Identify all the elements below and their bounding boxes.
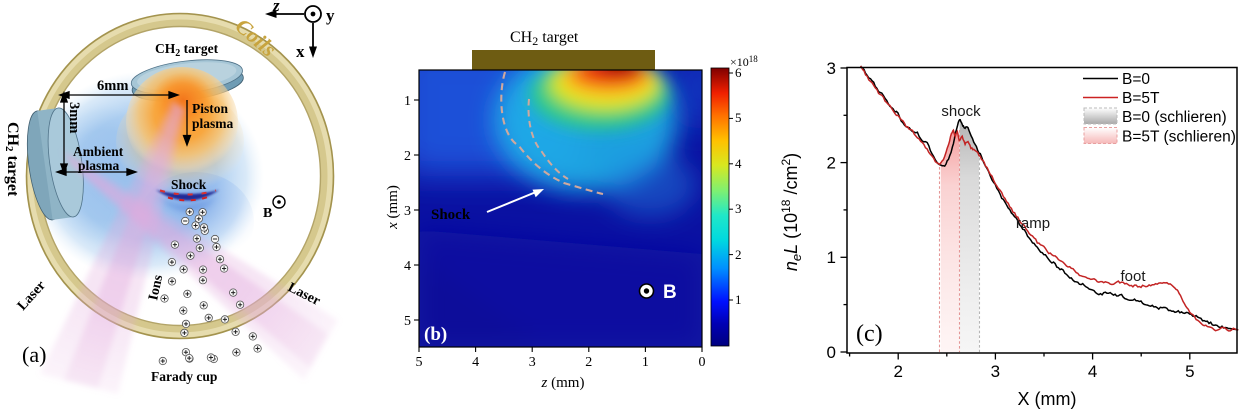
svg-text:foot: foot — [1120, 268, 1146, 285]
svg-text:0: 0 — [827, 343, 836, 362]
svg-text:Piston: Piston — [192, 101, 228, 116]
svg-text:B=5T: B=5T — [1122, 90, 1160, 107]
svg-text:X (mm): X (mm) — [1018, 389, 1077, 409]
svg-text:CH2 target: CH2 target — [155, 41, 219, 59]
svg-text:5: 5 — [735, 110, 742, 125]
svg-text:Ions: Ions — [146, 273, 166, 302]
svg-text:CH2 target: CH2 target — [3, 122, 21, 197]
svg-text:3: 3 — [735, 201, 742, 216]
svg-text:(b): (b) — [424, 324, 447, 345]
svg-text:y: y — [326, 6, 335, 25]
svg-text:z (mm): z (mm) — [541, 375, 585, 391]
svg-text:1: 1 — [404, 94, 411, 109]
svg-text:5: 5 — [1185, 362, 1194, 381]
svg-text:x: x — [296, 42, 305, 61]
svg-text:4: 4 — [472, 355, 479, 370]
svg-text:plasma: plasma — [78, 158, 120, 173]
svg-text:2: 2 — [893, 362, 902, 381]
svg-text:B: B — [263, 206, 272, 221]
svg-text:neL (1018 /cm2): neL (1018 /cm2) — [779, 153, 804, 271]
svg-text:Farady cup: Farady cup — [151, 369, 217, 384]
svg-text:4: 4 — [735, 156, 742, 171]
svg-text:3mm: 3mm — [66, 102, 82, 133]
svg-text:B=0 (schlieren): B=0 (schlieren) — [1122, 109, 1227, 126]
svg-text:(c): (c) — [856, 321, 883, 347]
svg-text:ramp: ramp — [1016, 215, 1050, 232]
svg-text:B: B — [663, 282, 677, 303]
svg-text:3: 3 — [404, 204, 411, 219]
svg-text:3: 3 — [529, 355, 536, 370]
svg-text:CH2 target: CH2 target — [510, 29, 579, 48]
svg-text:1: 1 — [827, 248, 836, 267]
svg-text:shock: shock — [941, 103, 981, 120]
svg-text:2: 2 — [735, 247, 742, 262]
svg-text:6: 6 — [735, 65, 742, 80]
svg-text:3: 3 — [991, 362, 1000, 381]
svg-text:1: 1 — [642, 355, 649, 370]
svg-text:4: 4 — [1088, 362, 1097, 381]
svg-text:x (mm): x (mm) — [385, 185, 401, 230]
svg-text:5: 5 — [416, 355, 423, 370]
svg-text:6mm: 6mm — [97, 78, 128, 94]
svg-text:(a): (a) — [22, 342, 46, 367]
svg-text:2: 2 — [585, 355, 592, 370]
svg-text:2: 2 — [404, 149, 411, 164]
svg-text:0: 0 — [699, 355, 706, 370]
svg-text:Shock: Shock — [171, 177, 207, 192]
svg-text:plasma: plasma — [192, 116, 234, 131]
svg-text:2: 2 — [827, 154, 836, 173]
svg-text:B=0: B=0 — [1122, 71, 1150, 88]
svg-text:1: 1 — [735, 292, 742, 307]
svg-text:3: 3 — [827, 59, 836, 78]
svg-text:Ambient: Ambient — [73, 144, 124, 159]
svg-text:B=5T (schlieren): B=5T (schlieren) — [1122, 129, 1236, 146]
svg-text:Shock: Shock — [431, 207, 471, 223]
svg-text:4: 4 — [404, 259, 411, 274]
svg-text:z: z — [272, 0, 280, 15]
svg-text:5: 5 — [404, 314, 411, 329]
